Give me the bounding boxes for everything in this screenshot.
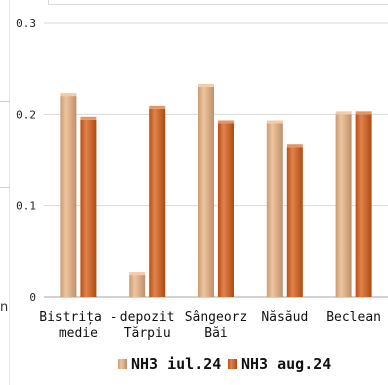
left-panel-divider <box>0 187 10 188</box>
bar-2-1 <box>80 119 97 298</box>
legend-swatch <box>228 359 237 369</box>
y-tick-label: 0 <box>29 291 36 304</box>
left-panel-edge <box>0 0 10 385</box>
bar-top-cap <box>60 93 77 97</box>
x-category-label: Năsăud <box>261 310 308 325</box>
bar-1-4 <box>266 123 283 297</box>
bar-top-cap <box>149 105 166 109</box>
bars <box>60 83 372 298</box>
left-panel-divider <box>0 101 10 102</box>
bar-2-2 <box>149 108 166 297</box>
x-category-label: depozit Tărpiu <box>120 310 175 341</box>
bar-2-3 <box>218 123 234 297</box>
bar-2-5 <box>355 114 372 297</box>
top-frame-edge <box>48 0 388 5</box>
bar-1-2 <box>129 275 146 297</box>
bar-top-cap <box>129 272 146 276</box>
bar-top-cap <box>266 120 283 124</box>
legend-label: NH3 aug.24 <box>241 355 331 373</box>
gridlines <box>44 22 388 298</box>
bar-top-cap <box>355 111 372 115</box>
x-category-label: Sângeorz Băi <box>185 310 248 341</box>
x-category-label: Bistrița -medie <box>39 310 117 341</box>
bar-top-cap <box>335 111 352 115</box>
bar-top-cap <box>198 83 214 87</box>
y-tick-label: 0.1 <box>16 200 36 213</box>
y-tick-label: 0.2 <box>16 108 36 121</box>
legend-swatch <box>118 359 127 369</box>
y-tick-label: 0.3 <box>16 17 36 30</box>
bar-1-5 <box>335 114 352 297</box>
bar-top-cap <box>286 144 303 148</box>
bar-1-3 <box>198 86 214 297</box>
legend: NH3 iul.24 NH3 aug.24 <box>118 355 331 373</box>
y-axis: 0 0.1 0.2 0.3 <box>16 17 36 304</box>
x-category-label: Beclean <box>326 310 381 325</box>
legend-label: NH3 iul.24 <box>131 355 221 373</box>
bar-2-4 <box>286 147 303 297</box>
bar-1-1 <box>60 96 77 297</box>
bar-top-cap <box>80 116 97 120</box>
left-panel-text-fragment: n <box>0 300 9 315</box>
bar-top-cap <box>218 120 234 124</box>
